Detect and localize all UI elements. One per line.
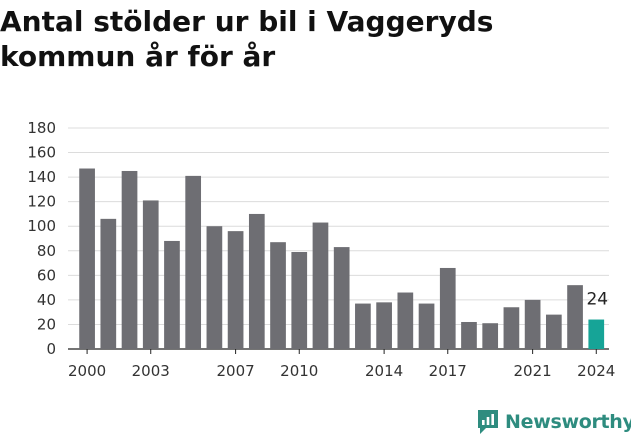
y-tick-label: 180 (27, 119, 56, 137)
bar-2024 (588, 319, 605, 349)
y-tick-label: 40 (37, 291, 56, 309)
bar-2002 (121, 170, 138, 349)
bar-2013 (355, 303, 371, 349)
bar-2017 (439, 267, 456, 349)
bar-2010 (291, 252, 308, 349)
newsworthy-logo-icon (478, 410, 498, 434)
bar-2004 (164, 240, 180, 349)
brand-logo: Newsworthy (476, 406, 631, 438)
bar-2021 (524, 299, 541, 349)
x-tick-label: 2014 (365, 362, 403, 380)
y-tick-label: 140 (27, 168, 56, 186)
bar-2007 (227, 231, 244, 349)
x-axis-ticks: 2000 2003 2007 2010 2014 2017 2021 2024 (68, 349, 615, 380)
y-axis-ticks: 0 20 40 60 80 100 120 140 160 180 (27, 119, 56, 358)
x-tick-label: 2000 (68, 362, 106, 380)
y-tick-label: 0 (46, 340, 56, 358)
x-tick-label: 2007 (217, 362, 255, 380)
bars (79, 168, 605, 349)
x-tick-label: 2017 (429, 362, 467, 380)
brand-name: Newsworthy (505, 411, 631, 433)
bar-2018 (461, 321, 477, 349)
bar-2019 (482, 323, 499, 349)
bar-2022 (545, 314, 562, 349)
x-tick-label: 2024 (577, 362, 615, 380)
bar-2000 (79, 168, 95, 349)
y-tick-label: 160 (27, 144, 56, 162)
bar-2006 (206, 226, 223, 349)
bar-2009 (270, 242, 286, 349)
bar-2023 (567, 285, 583, 349)
bar-2012 (333, 247, 350, 349)
bar-2001 (100, 218, 117, 349)
y-tick-label: 80 (37, 242, 56, 260)
x-tick-label: 2003 (132, 362, 170, 380)
bar-2015 (397, 292, 414, 349)
bar-2020 (503, 307, 520, 349)
data-labels: 24 (586, 290, 608, 310)
x-tick-label: 2010 (280, 362, 318, 380)
data-label-2024: 24 (586, 290, 608, 310)
x-tick-label: 2021 (514, 362, 552, 380)
bar-2005 (185, 175, 202, 349)
y-tick-label: 20 (37, 315, 56, 333)
y-tick-label: 60 (37, 266, 56, 284)
bar-2003 (142, 200, 159, 349)
bar-2014 (376, 302, 392, 349)
bar-2011 (312, 222, 329, 349)
bar-2008 (248, 213, 265, 349)
y-tick-label: 120 (27, 193, 56, 211)
y-tick-label: 100 (27, 217, 56, 235)
chart-title: Antal stölder ur bil i Vaggeryds kommun … (0, 5, 494, 73)
bar-2016 (418, 303, 435, 349)
